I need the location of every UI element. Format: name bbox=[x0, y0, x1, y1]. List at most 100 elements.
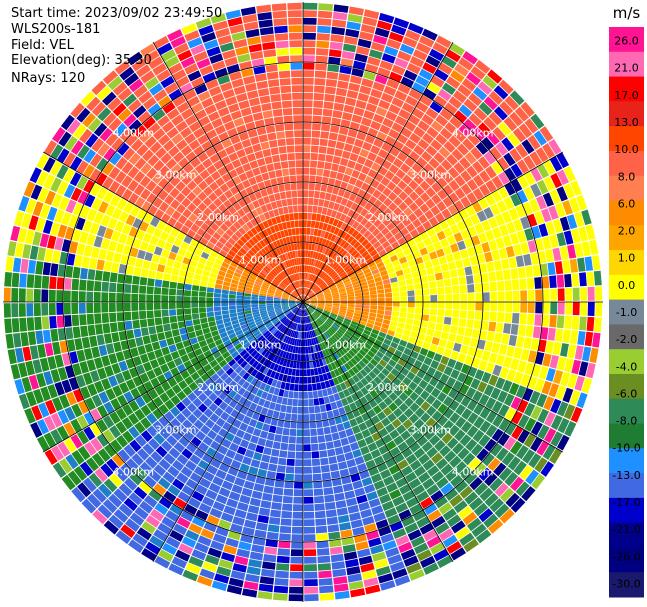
velocity-gate bbox=[430, 139, 443, 151]
velocity-gate bbox=[298, 302, 303, 307]
velocity-gate bbox=[43, 157, 56, 173]
velocity-gate bbox=[326, 319, 333, 325]
velocity-gate bbox=[419, 180, 431, 192]
velocity-gate bbox=[522, 201, 533, 216]
velocity-gate bbox=[482, 311, 490, 321]
velocity-gate bbox=[236, 291, 244, 296]
velocity-gate bbox=[484, 341, 493, 352]
velocity-gate bbox=[317, 305, 325, 308]
velocity-gate bbox=[317, 303, 325, 306]
velocity-gate bbox=[504, 471, 519, 487]
velocity-gate bbox=[272, 185, 280, 194]
velocity-gate bbox=[311, 283, 316, 290]
velocity-gate bbox=[253, 342, 261, 350]
velocity-gate bbox=[198, 297, 206, 302]
velocity-gate bbox=[308, 406, 315, 414]
velocity-gate bbox=[384, 288, 392, 293]
velocity-gate bbox=[143, 495, 158, 508]
velocity-gate bbox=[327, 363, 334, 372]
velocity-gate bbox=[391, 122, 404, 133]
velocity-gate bbox=[401, 465, 413, 477]
velocity-gate bbox=[168, 302, 176, 309]
velocity-gate bbox=[328, 217, 335, 225]
velocity-gate bbox=[317, 435, 326, 443]
velocity-gate bbox=[100, 238, 111, 250]
velocity-gate bbox=[353, 355, 361, 363]
range-ring-label: 1.00km bbox=[240, 254, 282, 267]
velocity-gate bbox=[567, 373, 578, 389]
velocity-gate bbox=[213, 397, 223, 407]
velocity-gate bbox=[355, 223, 364, 232]
velocity-gate bbox=[298, 302, 303, 307]
velocity-gate bbox=[118, 330, 127, 341]
velocity-gate bbox=[207, 547, 222, 559]
velocity-gate bbox=[332, 306, 340, 310]
velocity-gate bbox=[270, 270, 277, 277]
velocity-gate bbox=[430, 302, 438, 309]
velocity-gate bbox=[187, 96, 200, 108]
velocity-gate bbox=[422, 478, 435, 490]
velocity-gate bbox=[481, 219, 491, 232]
velocity-gate bbox=[126, 265, 135, 275]
velocity-gate bbox=[509, 232, 520, 245]
velocity-gate bbox=[228, 358, 237, 367]
velocity-gate bbox=[161, 309, 169, 317]
velocity-gate bbox=[409, 402, 420, 413]
velocity-gate bbox=[414, 197, 425, 208]
velocity-gate bbox=[520, 373, 531, 387]
velocity-gate bbox=[313, 93, 324, 101]
velocity-gate bbox=[157, 374, 167, 385]
velocity-gate bbox=[152, 197, 163, 208]
colorbar-tick-label: 10.0 bbox=[614, 143, 639, 156]
velocity-gate bbox=[323, 310, 331, 314]
velocity-gate bbox=[272, 241, 279, 249]
velocity-gate bbox=[194, 109, 207, 121]
velocity-gate bbox=[409, 459, 422, 471]
velocity-gate bbox=[265, 342, 273, 350]
velocity-gate bbox=[214, 434, 225, 445]
velocity-gate bbox=[164, 399, 175, 411]
velocity-gate bbox=[134, 467, 148, 480]
velocity-gate bbox=[272, 410, 280, 419]
velocity-gate bbox=[452, 302, 460, 310]
velocity-gate bbox=[425, 107, 439, 120]
velocity-gate bbox=[439, 445, 451, 457]
velocity-gate bbox=[556, 169, 569, 185]
velocity-gate bbox=[114, 171, 127, 184]
colorbar-tick-label: -13.0 bbox=[612, 469, 640, 482]
velocity-gate bbox=[332, 308, 339, 312]
velocity-gate bbox=[325, 320, 332, 327]
velocity-gate bbox=[294, 376, 300, 384]
velocity-gate bbox=[299, 235, 303, 243]
velocity-gate bbox=[278, 263, 285, 271]
velocity-gate bbox=[147, 278, 155, 287]
velocity-gate bbox=[326, 516, 339, 525]
velocity-gate bbox=[385, 262, 394, 270]
velocity-gate bbox=[297, 250, 301, 258]
velocity-gate bbox=[338, 269, 345, 276]
velocity-gate bbox=[287, 252, 292, 260]
velocity-gate bbox=[309, 282, 314, 289]
velocity-gate bbox=[274, 192, 281, 201]
velocity-gate bbox=[153, 246, 163, 256]
velocity-gate bbox=[457, 447, 470, 460]
velocity-gate bbox=[277, 265, 283, 272]
velocity-gate bbox=[312, 337, 317, 345]
velocity-gate bbox=[491, 161, 504, 175]
velocity-gate bbox=[315, 310, 322, 315]
velocity-gate bbox=[181, 174, 193, 186]
velocity-gate bbox=[274, 293, 282, 297]
velocity-gate bbox=[320, 465, 330, 473]
velocity-gate bbox=[204, 419, 215, 429]
velocity-gate bbox=[216, 274, 225, 281]
velocity-gate bbox=[273, 387, 280, 396]
velocity-gate bbox=[67, 470, 82, 486]
velocity-gate bbox=[170, 244, 180, 254]
velocity-gate bbox=[144, 76, 160, 90]
velocity-gate bbox=[270, 346, 277, 354]
velocity-gate bbox=[478, 197, 489, 210]
velocity-gate bbox=[303, 197, 308, 205]
velocity-gate bbox=[261, 284, 269, 289]
velocity-gate bbox=[286, 198, 293, 206]
velocity-gate bbox=[323, 311, 330, 316]
